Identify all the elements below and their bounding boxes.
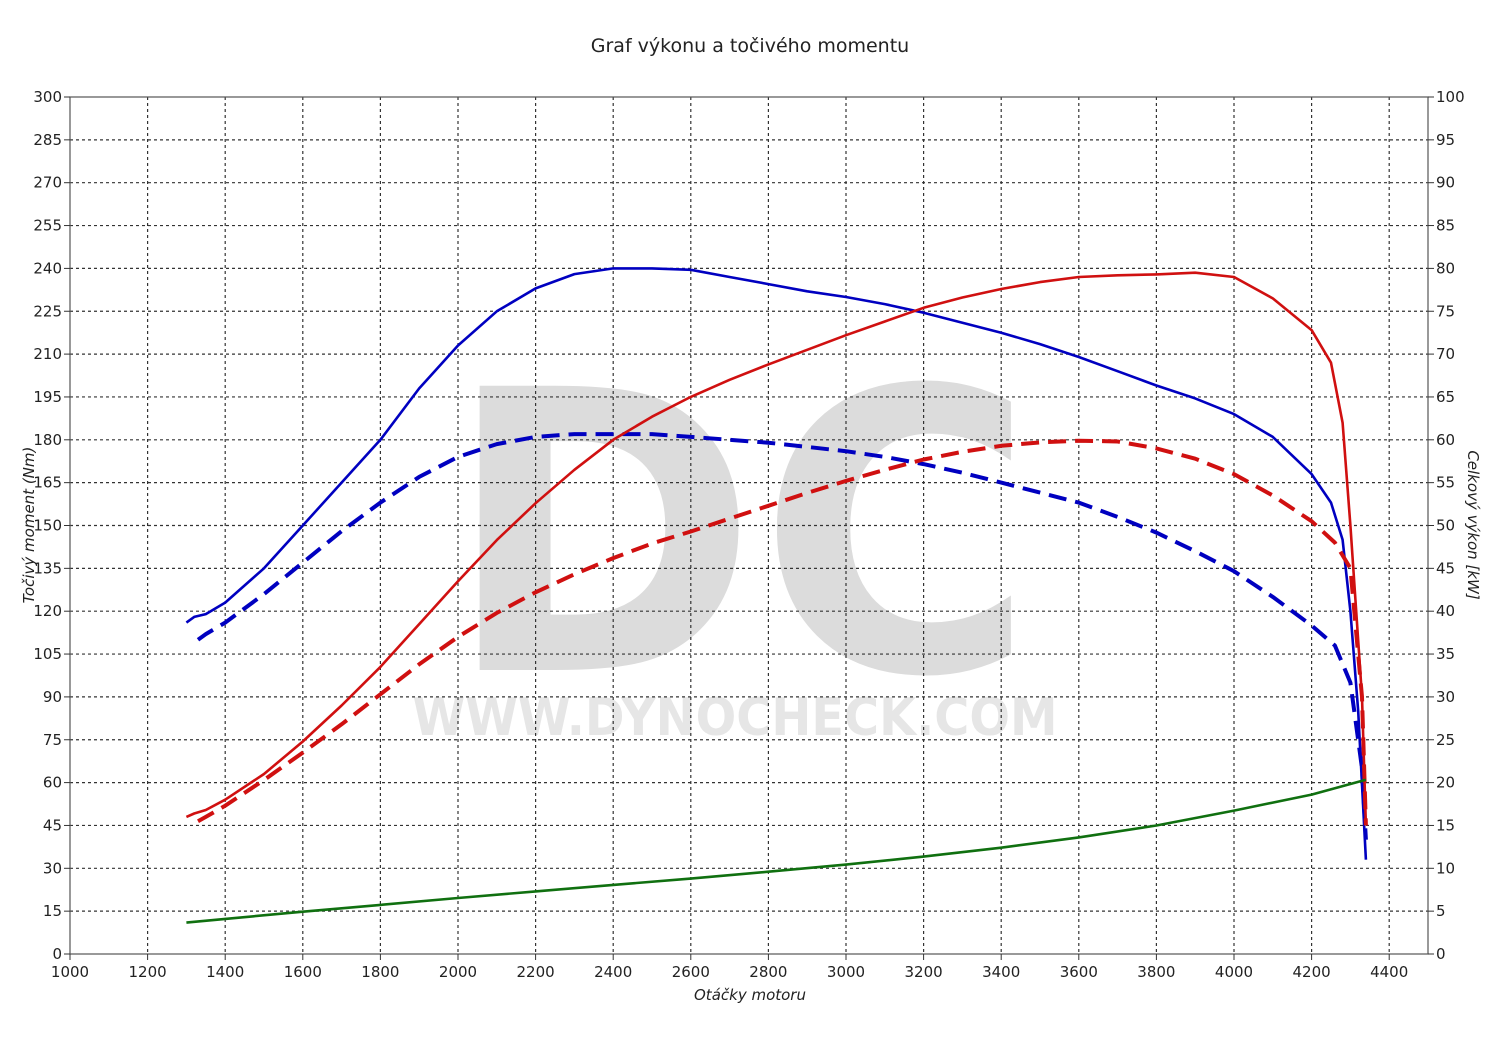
left-tick-label-18: 270 — [33, 174, 62, 192]
left-tick-label-13: 195 — [33, 388, 62, 406]
x-tick-label-17: 4400 — [1370, 963, 1408, 981]
right-tick-label-11: 55 — [1436, 474, 1455, 492]
x-tick-label-0: 1000 — [51, 963, 89, 981]
right-tick-label-14: 70 — [1436, 345, 1455, 363]
x-tick-label-13: 3600 — [1060, 963, 1098, 981]
watermark-url: WWW.DYNOCHECK.COM — [413, 688, 1058, 748]
right-tick-label-10: 50 — [1436, 517, 1455, 535]
right-axis-label: Celkový výkon [kW] — [1464, 450, 1482, 600]
x-tick-label-4: 1800 — [361, 963, 399, 981]
x-tick-label-6: 2200 — [517, 963, 555, 981]
left-tick-label-14: 210 — [33, 345, 62, 363]
right-tick-label-4: 20 — [1436, 774, 1455, 792]
left-tick-label-11: 165 — [33, 474, 62, 492]
left-tick-label-0: 0 — [52, 945, 62, 963]
series-2-right-solid — [185, 271, 1368, 826]
x-tick-label-14: 3800 — [1137, 963, 1175, 981]
right-tick-label-19: 95 — [1436, 131, 1455, 149]
series-layer — [185, 267, 1368, 924]
series-1-left-dashed — [196, 432, 1368, 840]
left-tick-label-1: 15 — [43, 902, 62, 920]
left-tick-label-12: 180 — [33, 431, 62, 449]
right-tick-label-0: 0 — [1436, 945, 1446, 963]
right-tick-label-15: 75 — [1436, 302, 1455, 320]
x-tick-label-10: 3000 — [827, 963, 865, 981]
right-tick-label-20: 100 — [1436, 88, 1465, 106]
left-tick-label-19: 285 — [33, 131, 62, 149]
right-tick-label-8: 40 — [1436, 602, 1455, 620]
x-tick-label-8: 2600 — [672, 963, 710, 981]
x-tick-label-1: 1200 — [129, 963, 167, 981]
left-axis-ticks: 0 15 30 45 60 75 90 105 120 135 150 165 180 195 210 225… — [33, 88, 70, 963]
series-0-left-solid — [185, 267, 1368, 860]
grid — [70, 97, 1428, 954]
x-axis-ticks: 1000 1200 1400 1600 1800 2000 2200 2400 2600 2800… — [51, 954, 1408, 981]
left-tick-label-17: 255 — [33, 217, 62, 235]
series-3-right-dashed — [197, 438, 1368, 826]
left-tick-label-4: 60 — [43, 774, 62, 792]
left-tick-label-20: 300 — [33, 88, 62, 106]
left-tick-label-9: 135 — [33, 559, 62, 577]
right-tick-label-1: 5 — [1436, 902, 1446, 920]
watermark: DC WWW.DYNOCHECK.COM — [413, 308, 1058, 762]
right-tick-label-17: 85 — [1436, 217, 1455, 235]
right-tick-label-6: 30 — [1436, 688, 1455, 706]
right-tick-label-3: 15 — [1436, 816, 1455, 834]
x-tick-label-9: 2800 — [749, 963, 787, 981]
x-tick-label-15: 4000 — [1215, 963, 1253, 981]
right-tick-label-13: 65 — [1436, 388, 1455, 406]
x-axis-label: Otáčky motoru — [694, 986, 806, 1004]
right-axis-ticks: 0 5 10 15 20 25 30 35 40 45 50 55 60 65 70 75 80 85 90 95 10… — [1428, 88, 1465, 963]
x-tick-label-11: 3200 — [905, 963, 943, 981]
right-tick-label-7: 35 — [1436, 645, 1455, 663]
left-tick-label-16: 240 — [33, 259, 62, 277]
right-tick-label-5: 25 — [1436, 731, 1455, 749]
x-tick-label-12: 3400 — [982, 963, 1020, 981]
chart-title: Graf výkonu a točivého momentu — [591, 35, 909, 57]
right-tick-label-2: 10 — [1436, 859, 1455, 877]
left-tick-label-10: 150 — [33, 517, 62, 535]
right-tick-label-9: 45 — [1436, 559, 1455, 577]
x-tick-label-7: 2400 — [594, 963, 632, 981]
series-4-left-solid — [186, 778, 1367, 924]
right-tick-label-12: 60 — [1436, 431, 1455, 449]
left-axis-label: Točivý moment (Nm) — [20, 447, 38, 604]
left-tick-label-5: 75 — [43, 731, 62, 749]
left-tick-label-6: 90 — [43, 688, 62, 706]
x-tick-label-2: 1400 — [206, 963, 244, 981]
right-tick-label-16: 80 — [1436, 259, 1455, 277]
left-tick-label-7: 105 — [33, 645, 62, 663]
left-tick-label-8: 120 — [33, 602, 62, 620]
watermark-letters: DC — [445, 308, 1035, 762]
x-tick-label-16: 4200 — [1293, 963, 1331, 981]
left-tick-label-15: 225 — [33, 302, 62, 320]
right-tick-label-18: 90 — [1436, 174, 1455, 192]
left-tick-label-3: 45 — [43, 816, 62, 834]
left-tick-label-2: 30 — [43, 859, 62, 877]
x-tick-label-3: 1600 — [284, 963, 322, 981]
x-tick-label-5: 2000 — [439, 963, 477, 981]
